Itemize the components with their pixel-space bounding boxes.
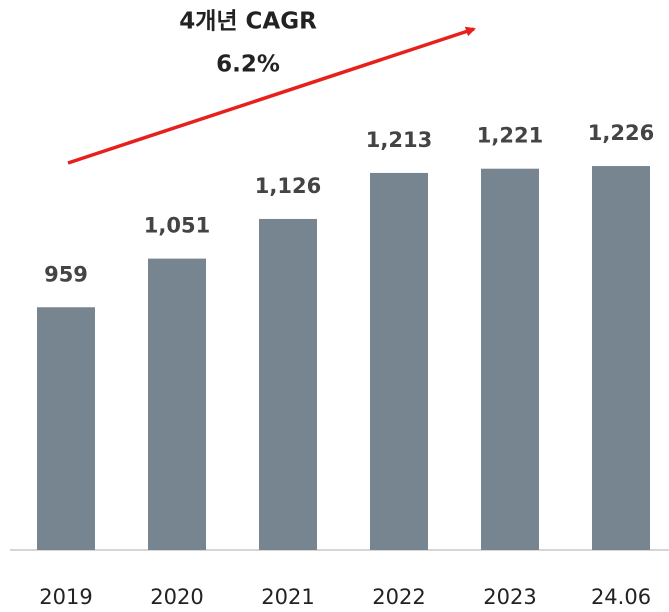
x-tick-label: 2019: [39, 585, 92, 609]
value-label: 1,226: [588, 121, 654, 145]
bar: [37, 307, 95, 550]
annotation: 6.2%: [216, 52, 280, 78]
annotation: 4개년 CAGR: [179, 9, 317, 35]
value-label: 959: [44, 262, 88, 286]
x-tick-label: 2022: [372, 585, 425, 609]
value-label: 1,051: [144, 214, 210, 238]
bar: [370, 172, 428, 551]
value-label: 1,213: [366, 128, 432, 152]
bar: [148, 258, 206, 550]
bar: [259, 218, 317, 550]
bar: [481, 168, 539, 551]
bar: [592, 166, 650, 551]
trend-arrow: [67, 26, 476, 165]
x-tick-label: 2020: [150, 585, 203, 609]
value-label: 1,126: [255, 174, 321, 198]
x-tick-label: 2021: [261, 585, 314, 609]
x-tick-label: 24.06: [591, 585, 651, 609]
value-label: 1,221: [477, 124, 543, 148]
x-tick-label: 2023: [483, 585, 536, 609]
